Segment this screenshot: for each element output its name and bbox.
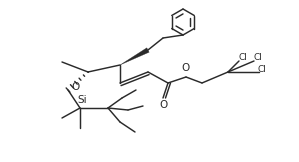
Polygon shape <box>120 48 149 65</box>
Text: Si: Si <box>77 95 87 105</box>
Text: O: O <box>159 100 167 110</box>
Text: O: O <box>72 82 80 92</box>
Text: Cl: Cl <box>254 52 263 62</box>
Text: Cl: Cl <box>239 52 248 62</box>
Text: Cl: Cl <box>257 65 266 75</box>
Text: O: O <box>182 63 190 73</box>
